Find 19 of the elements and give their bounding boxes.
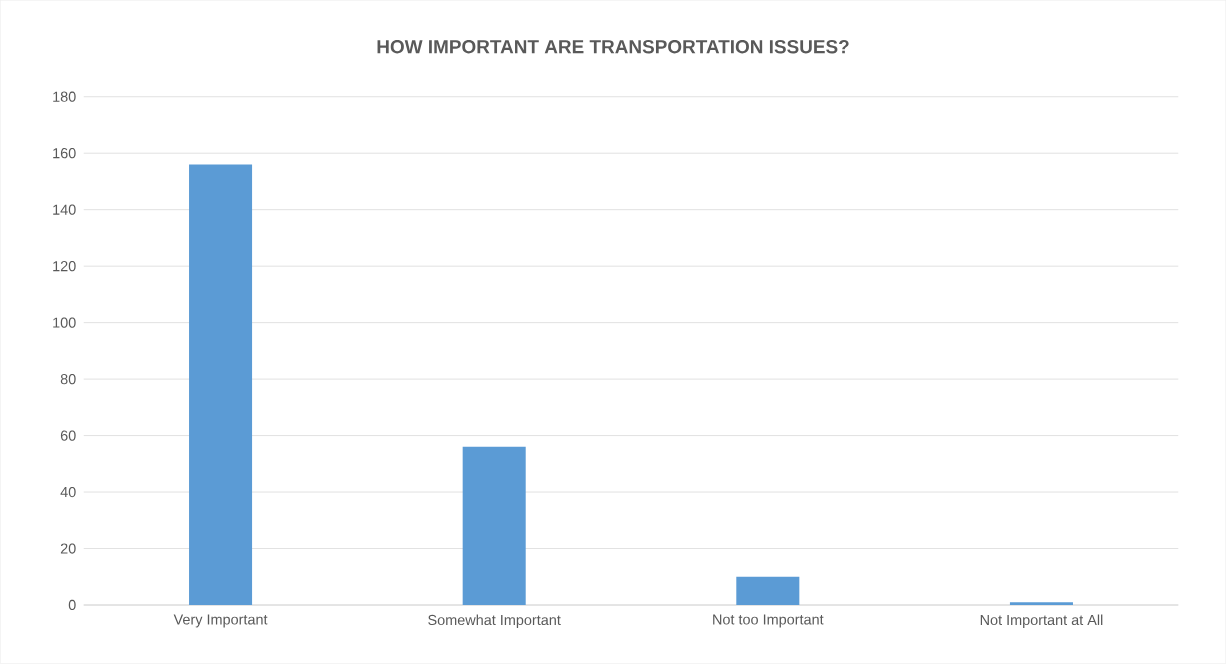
- y-tick-label: 40: [60, 487, 76, 498]
- x-tick-label: Not Important at All: [980, 614, 1103, 629]
- bar: [462, 447, 526, 606]
- y-tick-label: 160: [53, 148, 76, 159]
- bar: [189, 164, 253, 606]
- y-tick-label: 80: [60, 374, 76, 385]
- y-tick-label: 60: [60, 430, 76, 441]
- y-tick-label: 120: [53, 261, 76, 272]
- y-tick-label: 20: [60, 543, 76, 554]
- chart-title: HOW IMPORTANT ARE TRANSPORTATION ISSUES?: [377, 40, 849, 54]
- x-tick-label: Not too Important: [713, 614, 824, 628]
- x-tick-label: Very Important: [173, 614, 268, 628]
- y-tick-label: 140: [53, 204, 76, 215]
- y-tick-label: 180: [53, 91, 76, 102]
- bar: [736, 576, 800, 606]
- x-tick-label: Somewhat Important: [428, 614, 561, 629]
- bar: [1009, 602, 1073, 606]
- y-tick-label: 100: [53, 317, 76, 328]
- y-tick-label: 0: [68, 600, 76, 611]
